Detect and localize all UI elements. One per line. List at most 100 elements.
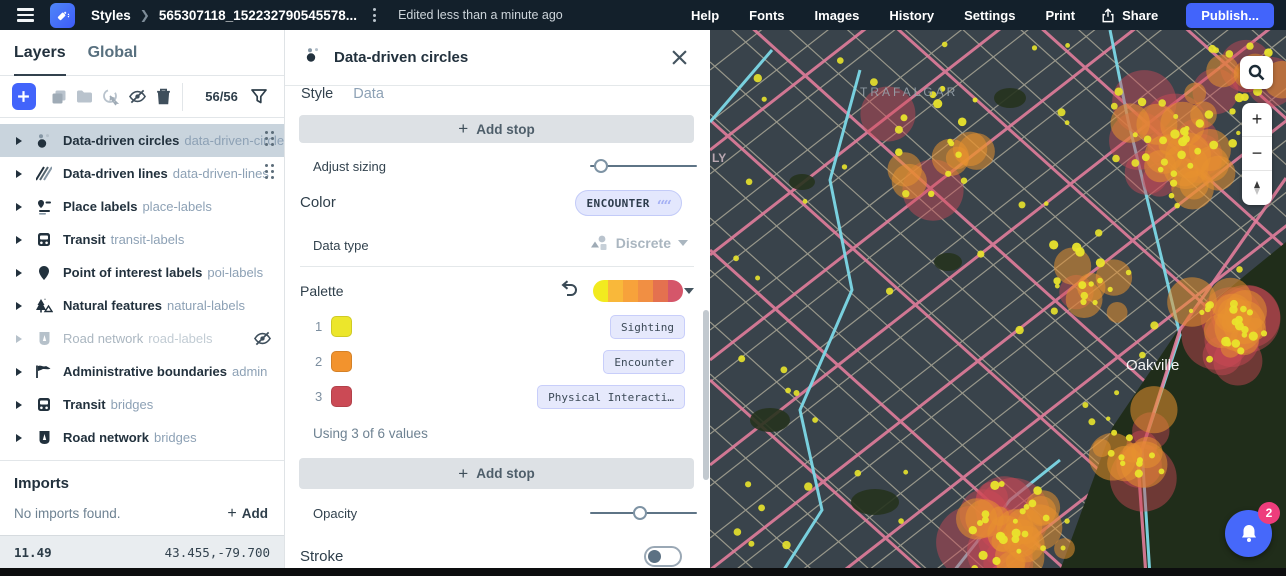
palette-gradient-dropdown[interactable]: [593, 280, 683, 302]
stop-value-pill[interactable]: Encounter: [603, 350, 685, 374]
layer-name: Administrative boundaries: [63, 364, 227, 379]
color-data-field-token[interactable]: ENCOUNTER ““: [575, 190, 682, 216]
close-panel-icon[interactable]: [666, 45, 692, 71]
layer-id: admin: [232, 364, 267, 379]
layer-name: Natural features: [63, 298, 162, 313]
layer-name: Data-driven circles: [63, 133, 179, 148]
opacity-slider[interactable]: [590, 506, 697, 520]
adjust-sizing-slider[interactable]: [590, 159, 697, 173]
stop-value-pill[interactable]: Physical Interacti…: [537, 385, 685, 409]
stop-color-swatch[interactable]: [331, 351, 352, 372]
compass-button[interactable]: [1242, 171, 1272, 205]
stop-value-pill[interactable]: Sighting: [610, 315, 685, 339]
layer-row-data-driven-lines[interactable]: Data-driven linesdata-driven-lines: [0, 157, 284, 190]
publish-button[interactable]: Publish...: [1186, 3, 1274, 28]
slider-handle[interactable]: [594, 159, 608, 173]
layer-hidden-eye-off-icon[interactable]: [253, 330, 272, 352]
layer-row-data-driven-circles[interactable]: Data-driven circlesdata-driven-circles: [0, 124, 284, 157]
tab-global[interactable]: Global: [88, 30, 138, 75]
expand-caret-icon[interactable]: [16, 236, 22, 244]
stop-value: Encounter: [614, 356, 674, 369]
drag-handle[interactable]: [265, 164, 274, 179]
layer-row-transit-labels[interactable]: Transittransit-labels: [0, 223, 284, 256]
add-stop-button-top[interactable]: + Add stop: [299, 115, 694, 143]
layer-row-road-labels[interactable]: Road networkroad-labels: [0, 322, 284, 355]
map-search-button[interactable]: [1240, 56, 1273, 89]
zoom-out-button[interactable]: −: [1242, 137, 1272, 171]
expand-caret-icon[interactable]: [16, 137, 22, 145]
palette-label: Palette: [300, 283, 344, 299]
map-canvas[interactable]: TRAFALGAR LY Oakville + − 2: [710, 30, 1286, 576]
panel-tab-style[interactable]: Style: [301, 86, 333, 113]
panel-scrollbar[interactable]: [703, 310, 709, 480]
layer-name: Road network: [63, 430, 149, 445]
filter-layers-icon[interactable]: [246, 82, 272, 112]
mapbox-studio-logo[interactable]: [50, 3, 75, 28]
drag-handle[interactable]: [265, 131, 274, 146]
layers-toolbar: 56/56: [0, 76, 284, 118]
menu-help[interactable]: Help: [691, 8, 719, 23]
token-field-name: ENCOUNTER: [587, 197, 650, 210]
layer-row-poi-labels[interactable]: Point of interest labelspoi-labels: [0, 256, 284, 289]
stop-color-swatch[interactable]: [331, 386, 352, 407]
spray-can-icon: [55, 8, 70, 23]
layer-name: Transit: [63, 397, 106, 412]
layer-row-place-labels[interactable]: Place labelsplace-labels: [0, 190, 284, 223]
chevron-down-icon[interactable]: [684, 288, 694, 294]
delete-layer-button[interactable]: [150, 82, 176, 112]
adjust-sizing-label: Adjust sizing: [313, 159, 386, 174]
style-title[interactable]: 565307118_152232790545578...: [159, 8, 357, 23]
style-options-kebab-icon[interactable]: [369, 4, 380, 26]
layer-name: Road network: [63, 331, 143, 346]
hide-layer-button[interactable]: [124, 82, 150, 112]
breadcrumb-styles[interactable]: Styles: [91, 8, 131, 23]
layer-row-natural-labels[interactable]: Natural features natural-labels: [0, 289, 284, 322]
menu-images[interactable]: Images: [815, 8, 860, 23]
stroke-toggle[interactable]: [644, 546, 682, 567]
share-label: Share: [1122, 8, 1158, 23]
add-layer-button[interactable]: [12, 83, 36, 110]
expand-caret-icon[interactable]: [16, 170, 22, 178]
select-layer-button[interactable]: [98, 82, 124, 112]
expand-caret-icon[interactable]: [16, 401, 22, 409]
add-stop-label: Add stop: [476, 122, 535, 137]
data-type-dropdown[interactable]: Discrete: [590, 234, 688, 252]
duplicate-layer-button[interactable]: [46, 82, 72, 112]
slider-handle[interactable]: [633, 506, 647, 520]
panel-tab-data[interactable]: Data: [353, 86, 384, 113]
stop-color-swatch[interactable]: [331, 316, 352, 337]
color-section-heading: Color: [300, 194, 336, 211]
menu-settings[interactable]: Settings: [964, 8, 1015, 23]
top-menu: Help Fonts Images History Settings Print: [691, 8, 1075, 23]
tab-layers[interactable]: Layers: [14, 30, 66, 75]
expand-caret-icon[interactable]: [16, 335, 22, 343]
road-shield-layer-icon: [34, 429, 54, 447]
data-type-value: Discrete: [616, 235, 671, 251]
expand-caret-icon[interactable]: [16, 302, 22, 310]
map-status-bar: 11.49 43.455,-79.700: [0, 535, 284, 568]
expand-caret-icon[interactable]: [16, 269, 22, 277]
string-quotes-icon: ““: [657, 202, 670, 210]
hamburger-menu-icon[interactable]: [0, 0, 40, 30]
share-button[interactable]: Share: [1101, 8, 1158, 23]
layer-row-road-bridges[interactable]: Road networkbridges: [0, 421, 284, 454]
add-import-button[interactable]: + Add: [227, 506, 268, 521]
zoom-in-button[interactable]: +: [1242, 103, 1272, 137]
layer-id: natural-labels: [167, 298, 245, 313]
undo-palette-icon[interactable]: [560, 280, 578, 303]
expand-caret-icon[interactable]: [16, 434, 22, 442]
place-labels-layer-icon: [34, 198, 54, 216]
layer-id: place-labels: [142, 199, 211, 214]
layer-counter[interactable]: 56/56: [205, 89, 238, 104]
group-layers-button[interactable]: [72, 82, 98, 112]
menu-fonts[interactable]: Fonts: [749, 8, 784, 23]
add-stop-button[interactable]: + Add stop: [299, 458, 694, 489]
opacity-label: Opacity: [313, 506, 357, 521]
menu-print[interactable]: Print: [1045, 8, 1075, 23]
expand-caret-icon[interactable]: [16, 203, 22, 211]
layer-row-admin-boundaries[interactable]: Administrative boundaries admin: [0, 355, 284, 388]
layer-row-transit-bridges[interactable]: Transitbridges: [0, 388, 284, 421]
expand-caret-icon[interactable]: [16, 368, 22, 376]
menu-history[interactable]: History: [889, 8, 934, 23]
data-type-label: Data type: [313, 238, 369, 253]
